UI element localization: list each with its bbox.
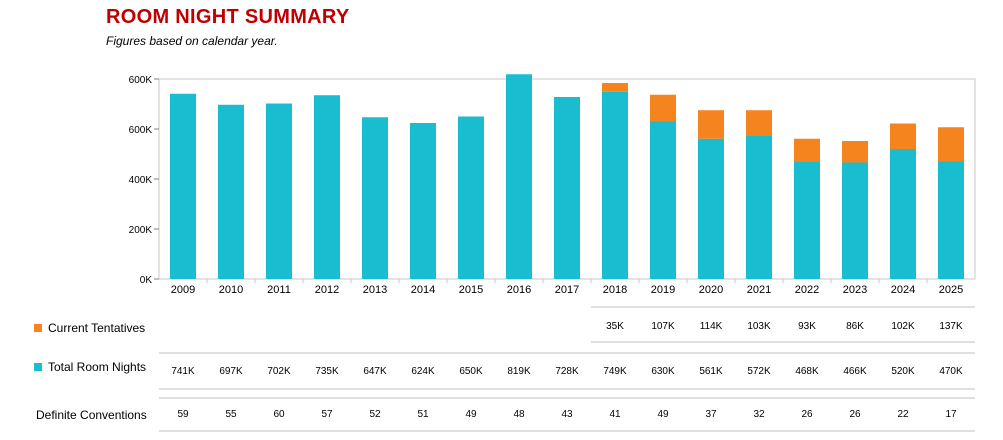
total-room-nights-cell: 470K	[939, 366, 963, 377]
bar-current-tentatives	[842, 141, 868, 163]
x-tick-label: 2015	[459, 284, 483, 296]
x-tick-label: 2025	[939, 284, 963, 296]
x-tick-label: 2012	[315, 284, 339, 296]
x-tick-label: 2017	[555, 284, 579, 296]
total-room-nights-cell: 702K	[267, 366, 291, 377]
totals-label: Total Room Nights	[48, 360, 147, 374]
page-title: ROOM NIGHT SUMMARY	[106, 6, 350, 28]
total-room-nights-cell: 561K	[699, 366, 723, 377]
y-tick-label: 600K	[129, 125, 153, 136]
bar-current-tentatives	[698, 110, 724, 139]
definite-conventions-cell: 51	[417, 409, 429, 420]
bar-current-tentatives	[746, 110, 772, 136]
tentatives-cell: 86K	[846, 321, 864, 332]
x-tick-label: 2018	[603, 284, 627, 296]
definite-conventions-cell: 49	[657, 409, 669, 420]
x-tick-label: 2014	[411, 284, 435, 296]
definite-conventions-cell: 26	[849, 409, 861, 420]
x-tick-label: 2011	[267, 284, 291, 296]
definite-conventions-cell: 43	[561, 409, 573, 420]
bar-total-room-nights	[170, 93, 196, 279]
bar-current-tentatives	[938, 127, 964, 162]
definite-conventions-cell: 57	[321, 409, 333, 420]
bar-current-tentatives	[794, 138, 820, 162]
bar-total-room-nights	[362, 117, 388, 279]
bar-total-room-nights	[794, 162, 820, 279]
bar-current-tentatives	[650, 94, 676, 122]
definite-conventions-cell: 41	[609, 409, 621, 420]
totals-swatch	[34, 363, 42, 371]
bar-total-room-nights	[410, 123, 436, 279]
total-room-nights-cell: 749K	[603, 366, 627, 377]
conventions-label: Definite Conventions	[36, 408, 147, 422]
tentatives-cell: 107K	[651, 321, 675, 332]
total-room-nights-cell: 735K	[315, 366, 339, 377]
bar-current-tentatives	[602, 83, 628, 92]
y-tick-label: 200K	[129, 225, 153, 236]
y-tick-label: 400K	[129, 175, 153, 186]
definite-conventions-cell: 22	[897, 409, 909, 420]
definite-conventions-cell: 26	[801, 409, 813, 420]
bar-total-room-nights	[890, 149, 916, 279]
bar-total-room-nights	[698, 138, 724, 279]
tentatives-cell: 103K	[747, 321, 771, 332]
bar-total-room-nights	[314, 95, 340, 279]
x-tick-label: 2009	[171, 284, 195, 296]
total-room-nights-cell: 466K	[843, 366, 867, 377]
total-room-nights-cell: 650K	[459, 366, 483, 377]
x-tick-label: 2023	[843, 284, 867, 296]
legend-totals: Total Room Nights	[34, 360, 146, 374]
definite-conventions-cell: 60	[273, 409, 285, 420]
total-room-nights-cell: 647K	[363, 366, 387, 377]
bar-total-room-nights	[218, 104, 244, 279]
bar-total-room-nights	[650, 121, 676, 279]
x-tick-label: 2019	[651, 284, 675, 296]
x-tick-label: 2024	[891, 284, 915, 296]
tentatives-cell: 93K	[798, 321, 816, 332]
bar-total-room-nights	[746, 136, 772, 279]
total-room-nights-cell: 624K	[411, 366, 435, 377]
legend-tentatives: Current Tentatives	[34, 321, 145, 335]
x-tick-label: 2010	[219, 284, 243, 296]
total-room-nights-cell: 697K	[219, 366, 243, 377]
bar-total-room-nights	[458, 116, 484, 279]
x-tick-label: 2013	[363, 284, 387, 296]
tentatives-cell: 137K	[939, 321, 963, 332]
definite-conventions-cell: 32	[753, 409, 765, 420]
x-tick-label: 2021	[747, 284, 771, 296]
page-subtitle: Figures based on calendar year.	[106, 34, 278, 48]
definite-conventions-cell: 17	[945, 409, 957, 420]
y-tick-label: 0K	[140, 275, 153, 286]
bar-total-room-nights	[842, 162, 868, 279]
definite-conventions-cell: 55	[225, 409, 237, 420]
total-room-nights-cell: 468K	[795, 366, 819, 377]
total-room-nights-cell: 520K	[891, 366, 915, 377]
x-tick-label: 2016	[507, 284, 531, 296]
definite-conventions-cell: 59	[177, 409, 189, 420]
total-room-nights-cell: 728K	[555, 366, 579, 377]
tentatives-swatch	[34, 324, 42, 332]
tentatives-cell: 35K	[606, 321, 624, 332]
definite-conventions-cell: 52	[369, 409, 381, 420]
definite-conventions-cell: 37	[705, 409, 717, 420]
definite-conventions-cell: 49	[465, 409, 477, 420]
bar-total-room-nights	[266, 103, 292, 279]
total-room-nights-cell: 630K	[651, 366, 675, 377]
bar-total-room-nights	[506, 74, 532, 279]
tentatives-label: Current Tentatives	[48, 321, 146, 335]
tentatives-cell: 114K	[700, 321, 723, 332]
bar-total-room-nights	[602, 91, 628, 279]
total-room-nights-cell: 741K	[171, 366, 195, 377]
bar-current-tentatives	[890, 123, 916, 149]
y-tick-label: 600K	[129, 75, 153, 86]
total-room-nights-cell: 819K	[507, 366, 531, 377]
x-tick-label: 2022	[795, 284, 819, 296]
bar-total-room-nights	[554, 97, 580, 279]
definite-conventions-cell: 48	[513, 409, 525, 420]
x-tick-label: 2020	[699, 284, 723, 296]
bar-total-room-nights	[938, 161, 964, 279]
total-room-nights-cell: 572K	[747, 366, 771, 377]
tentatives-cell: 102K	[891, 321, 915, 332]
